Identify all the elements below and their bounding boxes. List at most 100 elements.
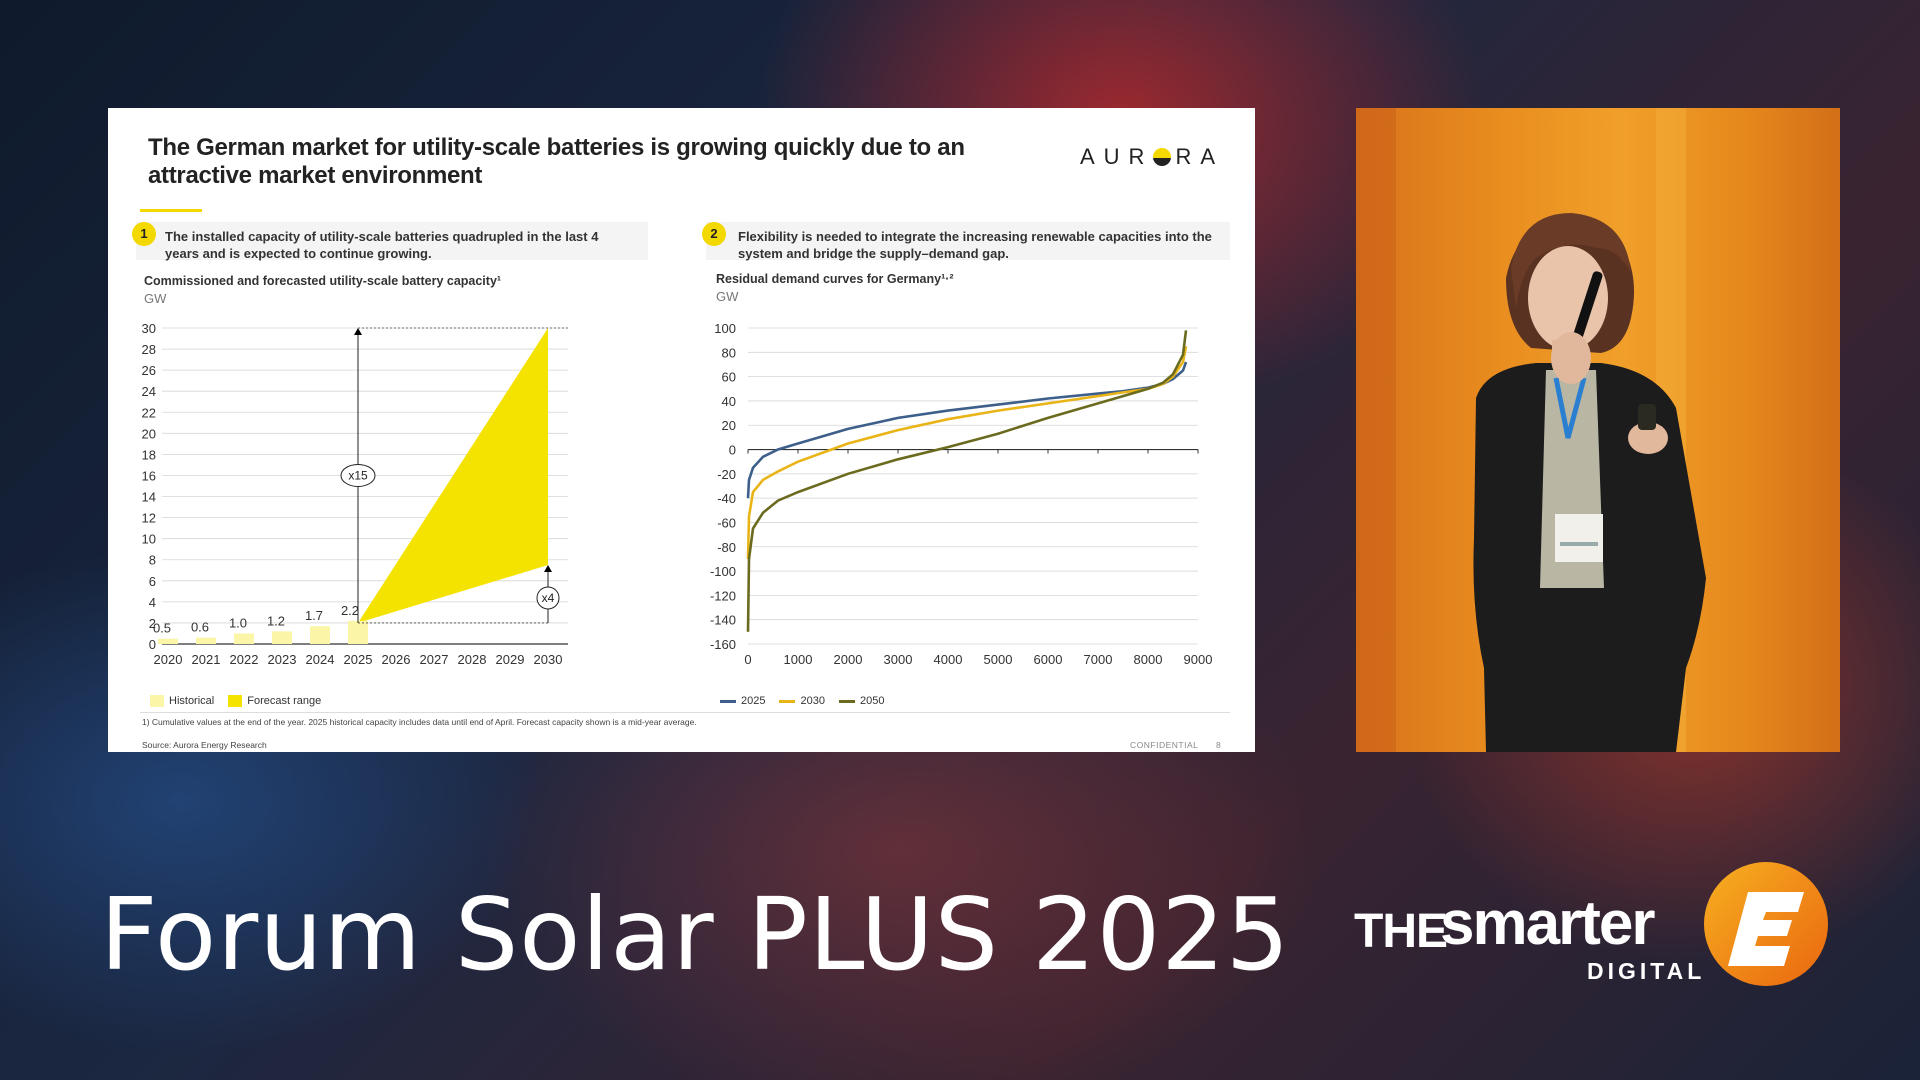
- y-tick-label: 20: [142, 426, 156, 441]
- y-tick-label: 16: [142, 468, 156, 483]
- page-number: 8: [1216, 740, 1221, 750]
- chart-2-legend: 2025 2030 2050: [720, 695, 884, 707]
- chart-1-legend: Historical Forecast range: [150, 695, 321, 707]
- logo-sun-icon: [1153, 148, 1172, 166]
- x-tick-label: 2023: [268, 652, 297, 667]
- legend-2030: 2030: [779, 695, 825, 707]
- x4-arrow-head: [544, 565, 552, 572]
- y-tick-label: -60: [717, 515, 736, 530]
- source-note: Source: Aurora Energy Research: [142, 740, 267, 750]
- bar-historical: [158, 638, 178, 644]
- confidential-label: CONFIDENTIAL: [1130, 740, 1199, 750]
- x-tick-label: 2020: [154, 652, 183, 667]
- x-tick-label: 1000: [784, 652, 813, 667]
- x-tick-label: 5000: [984, 652, 1013, 667]
- y-tick-label: 4: [149, 595, 156, 610]
- y-tick-label: -160: [710, 637, 736, 652]
- y-tick-label: 6: [149, 574, 156, 589]
- title-underline: [140, 209, 202, 212]
- logo-text-end: RA: [1175, 144, 1225, 169]
- x-tick-label: 2024: [306, 652, 335, 667]
- x-tick-label: 6000: [1034, 652, 1063, 667]
- brand-the: THE: [1354, 905, 1448, 958]
- panel-2-header: [706, 222, 1230, 260]
- panel-1-header: [136, 222, 648, 260]
- y-tick-label: 30: [142, 321, 156, 336]
- y-tick-label: 60: [722, 370, 736, 385]
- series-line-2050: [746, 330, 1188, 632]
- x-tick-label: 2028: [458, 652, 487, 667]
- legend-2050-swatch: [838, 699, 855, 703]
- bar-historical: [272, 631, 292, 644]
- y-tick-label: -120: [710, 588, 736, 603]
- y-tick-label: 24: [142, 384, 156, 399]
- y-tick-label: 22: [142, 405, 156, 420]
- x-tick-label: 2029: [496, 652, 525, 667]
- x-tick-label: 2026: [382, 652, 411, 667]
- x-tick-label: 2021: [192, 652, 221, 667]
- x4-badge: [536, 586, 560, 610]
- x-tick-label: 7000: [1084, 652, 1113, 667]
- legend-2030-label: 2030: [800, 695, 825, 707]
- aurora-logo: AUR RA: [1080, 144, 1224, 170]
- y-tick-label: 18: [142, 447, 156, 462]
- chart-1-title: Commissioned and forecasted utility-scal…: [144, 274, 502, 288]
- data-label: 1.0: [229, 615, 247, 630]
- data-label: 1.7: [305, 608, 323, 623]
- legend-historical-swatch: [150, 695, 164, 707]
- bar-historical: [310, 626, 330, 644]
- x-tick-label: 2025: [344, 652, 373, 667]
- panel-2-text: Flexibility is needed to integrate the i…: [738, 229, 1212, 261]
- brand-smarter: smarter: [1440, 889, 1655, 958]
- x-tick-label: 2027: [420, 652, 449, 667]
- series-line-2030: [746, 345, 1188, 559]
- y-tick-label: 0: [149, 637, 156, 652]
- logo-text-start: AUR: [1080, 144, 1154, 169]
- speaker-illustration: [1356, 108, 1706, 752]
- y-tick-label: -20: [717, 467, 736, 482]
- legend-2030-swatch: [779, 699, 796, 703]
- legend-forecast: Forecast range: [228, 695, 321, 707]
- y-tick-label: 14: [142, 490, 156, 505]
- x15-badge: [340, 463, 376, 487]
- x-tick-label: 3000: [884, 652, 913, 667]
- bar-historical: [348, 620, 368, 644]
- speaker-video-panel: [1356, 108, 1840, 752]
- legend-forecast-label: Forecast range: [247, 695, 322, 707]
- legend-2025-label: 2025: [741, 695, 766, 707]
- forecast-range-area: [358, 328, 548, 623]
- data-label: 0.6: [191, 620, 209, 635]
- bar-historical: [234, 633, 254, 644]
- y-tick-label: -100: [710, 564, 736, 579]
- panel-2-number: 2: [702, 222, 726, 246]
- footer-divider: [140, 712, 1230, 713]
- y-tick-label: 10: [142, 532, 156, 547]
- y-tick-label: 26: [142, 363, 156, 378]
- y-tick-label: 28: [142, 342, 156, 357]
- legend-2050: 2050: [838, 695, 884, 707]
- legend-forecast-swatch: [228, 695, 243, 707]
- footnote: 1) Cumulative values at the end of the y…: [142, 717, 697, 727]
- residual-demand-chart: 100 80 60 40 20 0 -20 -40 -60 -80 -100 -120 -140 -160…: [710, 321, 1212, 667]
- presentation-slide: The German market for utility-scale batt…: [108, 108, 1255, 752]
- x-tick-label: 0: [744, 652, 751, 667]
- data-label: 1.2: [267, 613, 285, 628]
- x-tick-label: 8000: [1134, 652, 1163, 667]
- event-title: Forum Solar PLUS 2025: [100, 876, 1291, 993]
- y-tick-label: -40: [717, 491, 736, 506]
- data-label: 0.5: [153, 621, 171, 636]
- slide-title: The German market for utility-scale batt…: [148, 134, 965, 189]
- legend-2025: 2025: [720, 695, 765, 707]
- panel-1-text: The installed capacity of utility-scale …: [165, 229, 599, 261]
- chart-2-unit: GW: [716, 289, 739, 304]
- y-tick-label: 80: [722, 345, 736, 360]
- x-tick-label: 4000: [934, 652, 963, 667]
- y-tick-label: 100: [714, 321, 736, 336]
- bar-historical: [196, 637, 216, 644]
- brand-digital: DIGITAL: [1587, 958, 1706, 984]
- series-line-2025: [746, 361, 1188, 499]
- x15-arrow-head: [354, 328, 362, 335]
- y-tick-label: 8: [149, 553, 156, 568]
- y-tick-label: 40: [722, 394, 736, 409]
- y-tick-label: 20: [722, 418, 736, 433]
